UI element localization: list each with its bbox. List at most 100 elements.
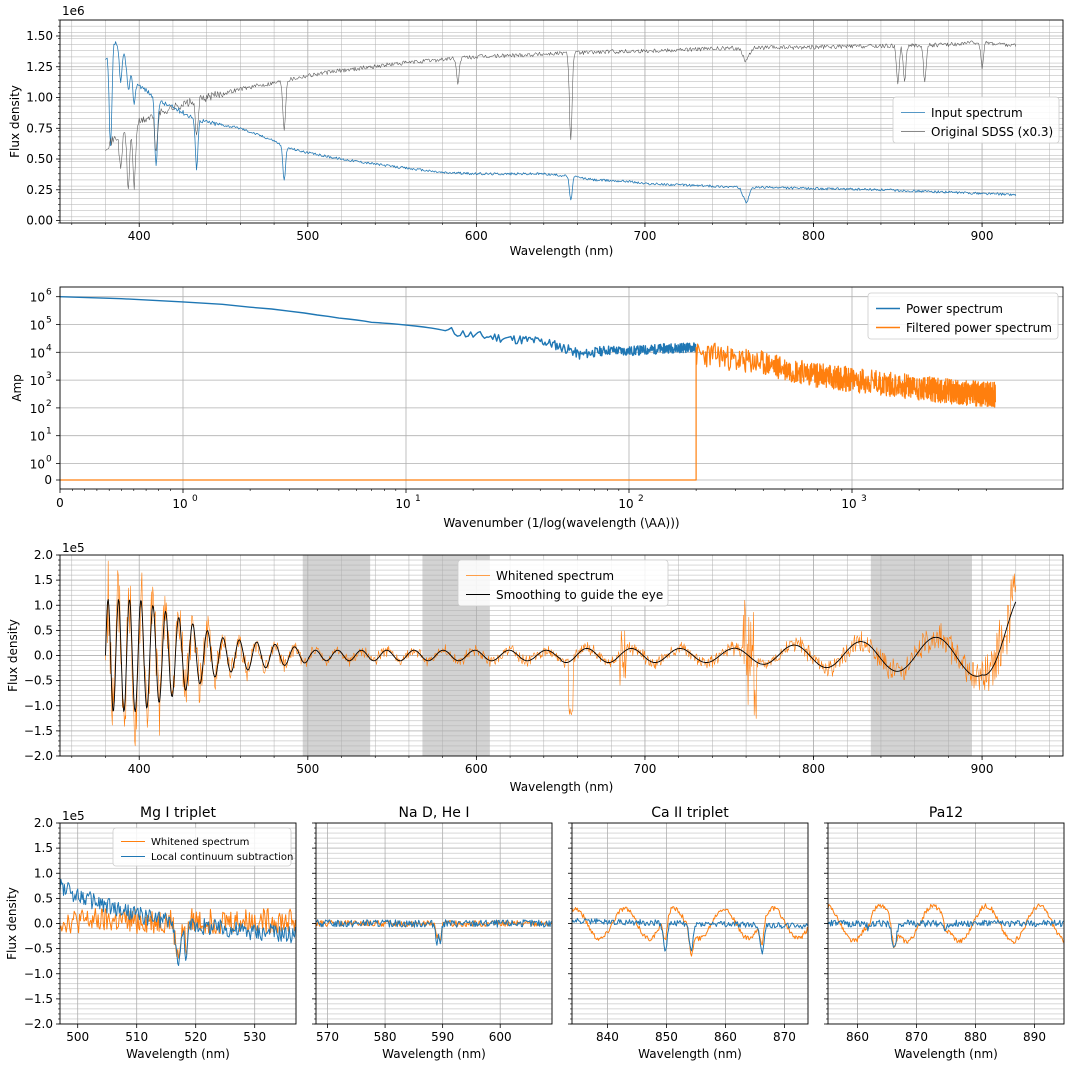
axes-frame xyxy=(59,554,1064,757)
plot-area xyxy=(60,555,1063,756)
x-tick-label: 700 xyxy=(633,229,656,243)
y-tick-label: 1.25 xyxy=(26,60,53,74)
y-tick-exponent: 2 xyxy=(46,399,52,409)
y-tick-label: 10 xyxy=(30,374,45,388)
y-offset-text: 1e6 xyxy=(62,4,85,18)
y-tick-label: 0.75 xyxy=(26,121,53,135)
y-tick-label: 1.0 xyxy=(34,866,53,880)
y-tick-label: 10 xyxy=(30,319,45,333)
y-tick-exponent: 6 xyxy=(46,288,52,298)
axes-frame xyxy=(315,822,553,1025)
series-line-power-spectrum xyxy=(60,296,697,360)
plot-area xyxy=(572,823,808,1024)
x-axis-label: Wavelength (nm) xyxy=(510,780,614,794)
x-tick-exponent: 1 xyxy=(415,494,421,504)
y-tick-label: −1.5 xyxy=(24,992,53,1006)
x-tick-label: 10 xyxy=(618,497,633,511)
series-line-whitened-spectrum xyxy=(60,908,296,959)
x-tick-label: 500 xyxy=(66,1030,89,1044)
x-axis-label: Wavelength (nm) xyxy=(894,1047,998,1061)
y-tick-label: −0.5 xyxy=(24,942,53,956)
y-tick-label: 0.00 xyxy=(26,214,53,228)
plot-area xyxy=(60,823,296,1024)
y-tick-label: −2.0 xyxy=(24,1017,53,1031)
x-tick-label: 10 xyxy=(172,497,187,511)
plot-area xyxy=(60,287,1063,489)
x-tick-exponent: 2 xyxy=(638,494,644,504)
series-line-input-spectrum xyxy=(105,41,1017,204)
x-axis-label: Wavelength (nm) xyxy=(382,1047,486,1061)
y-tick-label: 0.5 xyxy=(34,891,53,905)
panel-p3: 400 500 600 700 800 900 −2.0 −1.5 −1.0 −0.5 0.0 0.5… xyxy=(6,541,1064,794)
legend-box xyxy=(892,96,1060,144)
plot-area xyxy=(316,823,552,1024)
y-tick-label: 2.0 xyxy=(34,816,53,830)
x-tick-label: 870 xyxy=(773,1030,796,1044)
x-tick-label: 400 xyxy=(128,229,151,243)
y-tick-label: 1.00 xyxy=(26,91,53,105)
x-tick-label: 850 xyxy=(655,1030,678,1044)
y-tick-label: 0.5 xyxy=(34,623,53,637)
legend-label: Whitened spectrum xyxy=(496,569,614,583)
x-tick-label: 600 xyxy=(465,229,488,243)
panel-p4: 500 510 520 530 −2.0 −1.5 −1.0 −0.5 0.0 0.5 1.0 1.5… xyxy=(5,805,297,1061)
plot-area xyxy=(828,823,1064,1024)
series-line-local-continuum xyxy=(316,919,552,946)
series-line-whitened-spectrum xyxy=(828,903,1064,949)
y-tick-label: 10 xyxy=(30,402,45,416)
y-axis-label: Flux density xyxy=(8,85,22,158)
y-tick-label: −0.5 xyxy=(24,674,53,688)
y-axis-label: Flux density xyxy=(5,887,19,960)
panel-title: Na D, He I xyxy=(399,805,470,821)
y-tick-label: −1.0 xyxy=(24,699,53,713)
x-axis-label: Wavelength (nm) xyxy=(510,244,614,258)
x-tick-label: 860 xyxy=(846,1030,869,1044)
y-tick-label: 0.0 xyxy=(34,917,53,931)
y-tick-label: 10 xyxy=(30,430,45,444)
x-tick-label: 840 xyxy=(596,1030,619,1044)
x-tick-label: 800 xyxy=(802,762,825,776)
axes-frame xyxy=(827,822,1065,1025)
y-tick-label: 1.5 xyxy=(34,573,53,587)
y-tick-exponent: 0 xyxy=(46,455,52,465)
panel-p7: 860 870 880 890 Pa12 Wavelength (nm) xyxy=(824,805,1065,1061)
x-tick-label: 890 xyxy=(1023,1030,1046,1044)
y-tick-label: 0.0 xyxy=(34,649,53,663)
legend-box xyxy=(457,559,669,607)
legend-label: Whitened spectrum xyxy=(151,837,249,848)
legend-box xyxy=(112,827,292,867)
y-tick-label: −1.5 xyxy=(24,724,53,738)
series-line-local-continuum xyxy=(572,917,808,955)
x-tick-label: 580 xyxy=(374,1030,397,1044)
x-tick-label: 570 xyxy=(316,1030,339,1044)
y-tick-label: 10 xyxy=(30,346,45,360)
x-tick-exponent: 3 xyxy=(861,494,867,504)
x-tick-label: 900 xyxy=(971,229,994,243)
series-line-whitened-spectrum xyxy=(105,560,1017,747)
legend-label: Local continuum subtraction xyxy=(151,852,293,863)
panel-p5: 570 580 590 600 Na D, He I Wavelength (nm) xyxy=(312,805,553,1061)
y-tick-exponent: 5 xyxy=(46,316,52,326)
x-tick-label: 800 xyxy=(802,229,825,243)
series-line-local-continuum xyxy=(828,919,1064,948)
axes-frame xyxy=(59,19,1064,224)
x-tick-label: 400 xyxy=(128,762,151,776)
x-tick-label: 860 xyxy=(714,1030,737,1044)
legend-label: Input spectrum xyxy=(931,106,1023,120)
series-line-local-continuum xyxy=(60,878,296,966)
y-tick-label: 2.0 xyxy=(34,548,53,562)
x-tick-label: 870 xyxy=(905,1030,928,1044)
x-tick-label: 10 xyxy=(395,497,410,511)
x-tick-label: 590 xyxy=(431,1030,454,1044)
axes-frame xyxy=(59,822,297,1025)
series-line-smoothing xyxy=(105,599,1017,713)
y-offset-text: 1e5 xyxy=(62,809,85,823)
y-tick-label: −1.0 xyxy=(24,967,53,981)
x-tick-label: 600 xyxy=(489,1030,512,1044)
y-tick-label: −2.0 xyxy=(24,749,53,763)
x-tick-label: 510 xyxy=(125,1030,148,1044)
legend-label: Smoothing to guide the eye xyxy=(496,588,663,602)
panel-title: Mg I triplet xyxy=(140,805,217,821)
